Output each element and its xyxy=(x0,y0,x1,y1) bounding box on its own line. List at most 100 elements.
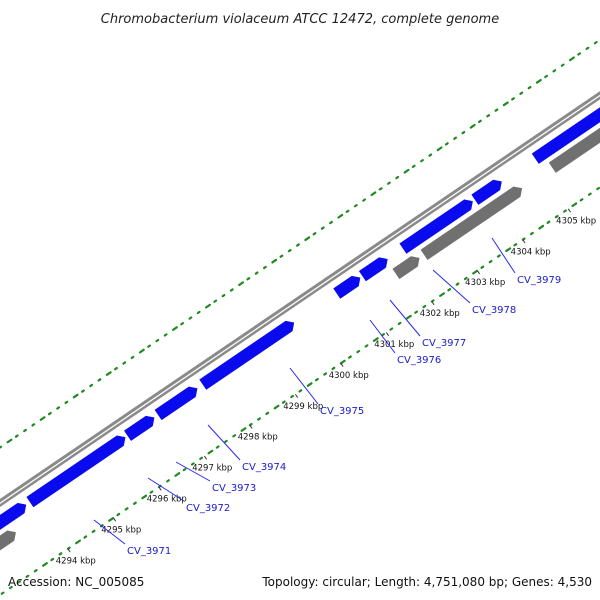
gc-dot xyxy=(223,439,228,444)
gc-dot xyxy=(287,248,292,253)
gc-dot xyxy=(486,114,491,118)
gene-track xyxy=(0,107,600,551)
gc-dot xyxy=(80,389,85,393)
gene-label: CV_3976 xyxy=(397,355,441,366)
gc-dot xyxy=(472,269,479,275)
gc-dot xyxy=(248,422,253,427)
gc-dot xyxy=(505,247,512,253)
gc-dot xyxy=(281,400,286,404)
gc-dot xyxy=(587,192,592,196)
kbp-tick-mark xyxy=(340,363,344,367)
gc-dot xyxy=(488,259,493,264)
gc-dot xyxy=(122,361,127,365)
gc-dot xyxy=(130,355,135,360)
gc-dot xyxy=(306,382,313,387)
gc-dot xyxy=(370,191,377,197)
gc-dot xyxy=(147,344,151,348)
gc-dot xyxy=(8,585,13,590)
kbp-tick-label: 4297 kbp xyxy=(192,464,232,474)
kbp-tick-mark xyxy=(294,393,299,398)
gene-labels: CV_3971 CV_3972 CV_3973 CV_3974 CV_3975 CV_39… xyxy=(93,237,561,557)
backbone-line xyxy=(0,96,600,508)
gc-dot xyxy=(530,231,534,236)
gc-dot xyxy=(560,63,565,67)
kbp-tick-mark xyxy=(67,548,71,553)
gc-dot xyxy=(314,377,319,382)
gc-dot xyxy=(174,472,181,477)
forward-gene xyxy=(123,415,155,441)
gc-dot xyxy=(205,303,211,309)
kbp-tick-label: 4305 kbp xyxy=(556,216,596,226)
gc-dot xyxy=(271,258,278,264)
gc-dot xyxy=(502,101,509,107)
gc-dot xyxy=(397,321,402,326)
gc-dot xyxy=(33,569,38,573)
gc-dot xyxy=(455,282,460,286)
gc-dot xyxy=(232,434,237,438)
gc-dot xyxy=(405,314,412,320)
reverse-gene xyxy=(548,127,600,173)
gc-dot xyxy=(75,539,82,545)
gc-dot xyxy=(254,271,259,275)
gc-dot xyxy=(372,337,379,342)
gc-dot xyxy=(138,348,145,354)
gc-dot xyxy=(381,333,385,337)
gene-label: CV_3977 xyxy=(422,338,466,349)
gc-dot xyxy=(511,97,515,101)
kbp-tick-label: 4295 kbp xyxy=(101,525,141,535)
kbp-tick-mark xyxy=(522,239,526,244)
gene-leader-line xyxy=(175,461,211,482)
gc-dot xyxy=(196,310,201,315)
gc-dot xyxy=(105,371,112,376)
gc-dot xyxy=(513,243,518,247)
summary-text: Topology: circular; Length: 4,751,080 bp… xyxy=(261,575,592,589)
forward-gene xyxy=(199,320,295,390)
gc-dot xyxy=(207,449,214,455)
gc-dot xyxy=(480,265,485,269)
gene-leader-line xyxy=(93,519,126,545)
gc-dot xyxy=(58,552,63,556)
gc-dot xyxy=(97,378,102,382)
gene-label: CV_3971 xyxy=(127,546,171,557)
gc-dot xyxy=(180,322,185,326)
gc-dot xyxy=(552,69,557,73)
gc-dot xyxy=(132,501,137,505)
gc-dot xyxy=(25,574,30,579)
gc-dot xyxy=(571,202,578,208)
gene-label: CV_3973 xyxy=(212,483,256,494)
gc-dot xyxy=(596,186,600,191)
gene-leader-line xyxy=(432,269,471,304)
gc-dot xyxy=(23,428,27,433)
gc-dot xyxy=(31,423,36,427)
gc-dot xyxy=(585,46,590,50)
gc-dot xyxy=(39,416,46,421)
kbp-tick-mark xyxy=(158,486,162,491)
gc-dot xyxy=(240,427,247,432)
gc-dot xyxy=(430,299,435,303)
kbp-tick-label: 4294 kbp xyxy=(56,556,96,566)
gc-dot xyxy=(496,254,501,258)
gc-dot xyxy=(329,220,333,225)
kbp-tick-label: 4298 kbp xyxy=(238,433,278,443)
gc-dot xyxy=(414,310,419,314)
kbp-tick-label: 4296 kbp xyxy=(147,495,187,505)
gc-dot xyxy=(568,56,575,62)
gc-dot xyxy=(527,85,532,90)
gc-dot xyxy=(213,299,218,303)
gc-dot xyxy=(444,142,449,146)
gc-dot xyxy=(50,557,55,562)
gc-dot xyxy=(535,78,542,84)
gc-dot xyxy=(356,349,361,354)
kbp-tick-label: 4301 kbp xyxy=(374,340,414,350)
gc-content-track xyxy=(0,41,600,595)
gene-leader-line xyxy=(147,477,185,502)
gc-dot xyxy=(257,417,261,421)
reverse-gene xyxy=(392,256,420,280)
gene-label: CV_3972 xyxy=(186,503,230,514)
gene-label: CV_3979 xyxy=(517,275,561,286)
gc-dot xyxy=(116,512,121,517)
gc-dot xyxy=(538,224,545,230)
gc-dot xyxy=(337,213,344,219)
gc-dot xyxy=(47,411,52,416)
kbp-tick-mark xyxy=(249,424,253,429)
